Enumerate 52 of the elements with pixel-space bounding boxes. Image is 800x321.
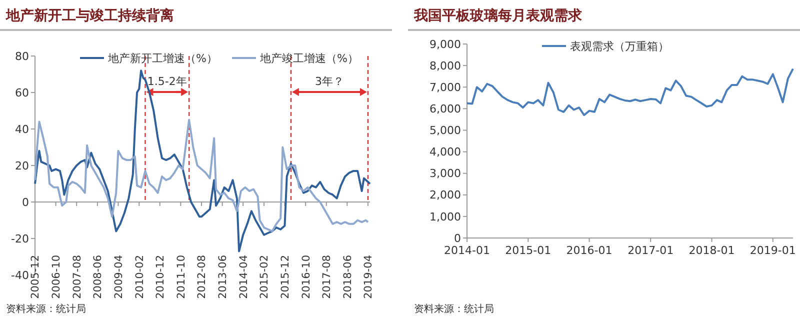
y-tick-label: 0 — [454, 232, 461, 245]
x-tick-label: 2009-04 — [112, 254, 125, 299]
y-tick-label: 6,000 — [430, 102, 461, 116]
y-tick-label: 40 — [15, 122, 29, 136]
x-tick-label: 2019-01 — [750, 244, 796, 257]
x-tick-label: 2015-12 — [279, 255, 292, 299]
text: 资料来源：统计局 — [414, 303, 494, 315]
y-tick-label: 5,000 — [430, 124, 461, 138]
annotation: 3年？ — [314, 75, 344, 88]
x-tick-label: 2007-08 — [71, 255, 84, 299]
y-tick-label: 4,000 — [430, 146, 461, 159]
y-tick-label: -40 — [11, 268, 29, 282]
x-tick-label: 2013-06 — [216, 254, 229, 299]
y-tick-label: 3,000 — [430, 167, 461, 180]
y-tick-label: 2,000 — [430, 188, 461, 202]
x-tick-label: 2010-02 — [134, 255, 146, 299]
text: 资料来源：统计局 — [6, 303, 86, 315]
x-tick-label: 2017-01 — [628, 244, 674, 257]
legend-label: 地产新开工增速（%） — [107, 52, 218, 65]
chart-title: 我国平板玻璃每月表观需求 — [413, 7, 583, 24]
x-tick-label: 2018-01 — [688, 244, 735, 257]
y-tick-label: 9,000 — [430, 38, 461, 51]
y-tick-label: 80 — [15, 50, 29, 63]
y-tick-label: 8,000 — [430, 59, 461, 72]
chart-title: 地产新开工与竣工持续背离 — [5, 7, 174, 24]
x-tick-label: 2012-08 — [196, 255, 208, 299]
line-series — [466, 68, 794, 116]
x-tick-label: 2016-10 — [300, 255, 312, 299]
x-tick-label: 2008-06 — [92, 254, 104, 299]
x-tick-label: 2018-06 — [342, 254, 354, 299]
x-tick-label: 2014-01 — [444, 244, 490, 257]
y-tick-label: 20 — [15, 159, 29, 172]
x-tick-label: 2019-04 — [362, 254, 375, 299]
x-tick-label: 2006-10 — [50, 255, 62, 299]
y-tick-label: -20 — [11, 232, 29, 246]
line-series — [34, 118, 369, 232]
legend-label: 表观需求（万重箱） — [570, 40, 669, 53]
y-tick-label: 0 — [22, 196, 29, 209]
x-tick-label: 2015-02 — [258, 255, 271, 299]
y-tick-label: 7,000 — [430, 80, 461, 94]
legend-label: 地产竣工增速（%） — [259, 52, 358, 65]
y-tick-label: 60 — [15, 86, 29, 100]
annotation: 1.5-2年 — [147, 75, 187, 88]
y-tick-label: 1,000 — [430, 210, 461, 224]
x-tick-label: 2010-12 — [154, 255, 167, 299]
x-tick-label: 2015-01 — [505, 244, 552, 257]
x-tick-label: 2017-08 — [321, 255, 334, 299]
x-tick-label: 2014-04 — [238, 254, 250, 299]
x-tick-label: 2016-01 — [566, 244, 612, 257]
x-tick-label: 2005-12 — [30, 255, 42, 299]
x-tick-label: 2011-10 — [175, 255, 188, 299]
line-series — [34, 70, 371, 252]
